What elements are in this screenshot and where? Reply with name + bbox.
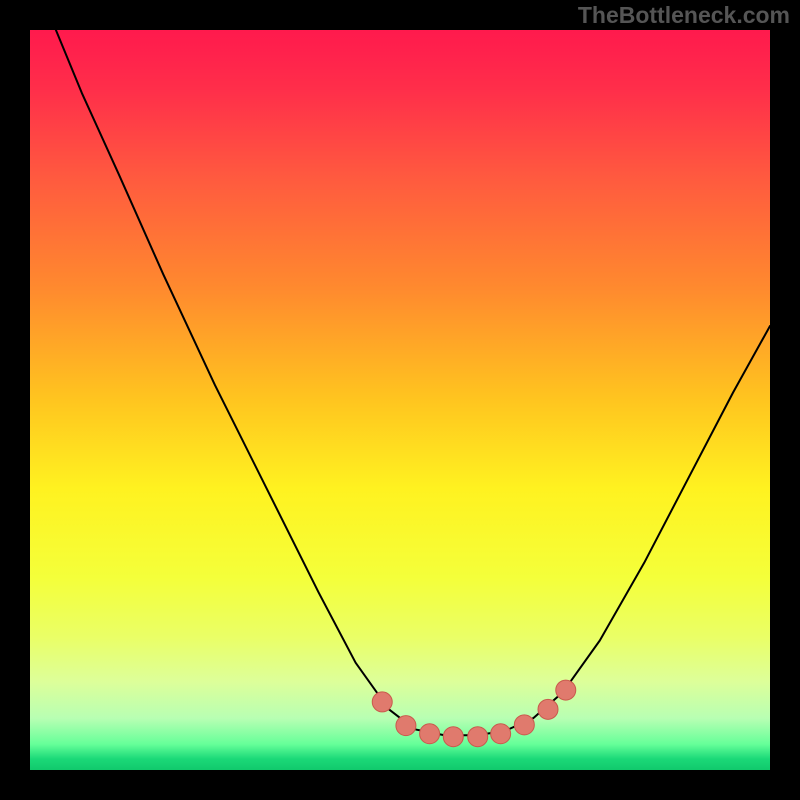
marker-dot	[420, 724, 440, 744]
marker-dot	[514, 715, 534, 735]
marker-dot	[443, 727, 463, 747]
marker-dot	[556, 680, 576, 700]
marker-dot	[372, 692, 392, 712]
marker-dot	[491, 724, 511, 744]
watermark-text: TheBottleneck.com	[578, 2, 790, 29]
plot-background	[30, 30, 770, 770]
marker-dot	[468, 727, 488, 747]
chart-container: TheBottleneck.com	[0, 0, 800, 800]
chart-svg	[0, 0, 800, 800]
marker-dot	[538, 699, 558, 719]
marker-dot	[396, 716, 416, 736]
